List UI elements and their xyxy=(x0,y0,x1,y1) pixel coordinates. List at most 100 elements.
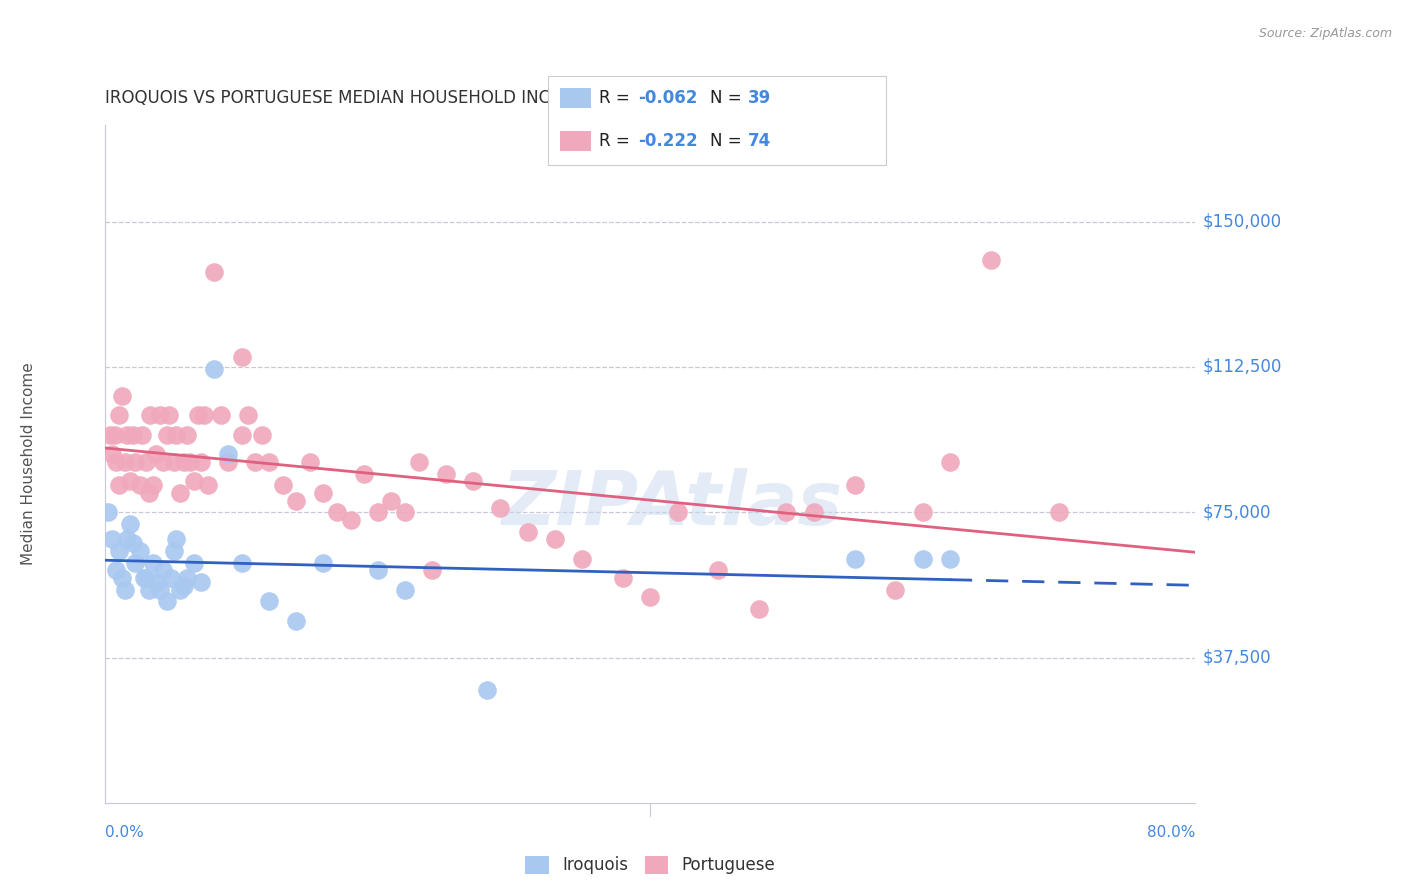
Point xyxy=(135,455,157,469)
Text: 39: 39 xyxy=(748,89,772,107)
Text: 80.0%: 80.0% xyxy=(1147,825,1195,840)
Point xyxy=(298,455,321,469)
Point xyxy=(159,409,181,423)
Point xyxy=(176,427,198,442)
Point xyxy=(489,501,512,516)
Point xyxy=(169,486,191,500)
Point xyxy=(105,455,128,469)
Point xyxy=(257,594,280,608)
Point xyxy=(138,582,160,597)
Point xyxy=(128,478,150,492)
Text: -0.062: -0.062 xyxy=(638,89,697,107)
Point xyxy=(101,533,124,547)
Point xyxy=(803,505,825,519)
Point xyxy=(884,582,907,597)
Text: $75,000: $75,000 xyxy=(1202,503,1271,521)
Point xyxy=(434,467,457,481)
Point xyxy=(190,455,212,469)
Point xyxy=(380,493,402,508)
Point xyxy=(844,478,866,492)
Point xyxy=(121,427,143,442)
Point xyxy=(197,478,219,492)
Point xyxy=(408,455,430,469)
Point xyxy=(152,455,174,469)
Point xyxy=(142,478,165,492)
Text: $150,000: $150,000 xyxy=(1202,212,1281,231)
Point xyxy=(250,427,273,442)
Point xyxy=(217,455,239,469)
Point xyxy=(231,556,253,570)
Text: N =: N = xyxy=(710,89,747,107)
Point xyxy=(105,563,128,577)
Point xyxy=(911,505,934,519)
Point xyxy=(156,427,179,442)
Point xyxy=(131,427,153,442)
Point xyxy=(139,409,162,423)
Point xyxy=(238,409,260,423)
Point xyxy=(312,556,335,570)
Point xyxy=(138,486,160,500)
Point xyxy=(209,409,232,423)
Text: R =: R = xyxy=(599,132,636,150)
Point xyxy=(97,505,120,519)
Point xyxy=(367,505,389,519)
Point xyxy=(111,389,134,403)
Point xyxy=(101,447,124,461)
Point xyxy=(115,533,138,547)
Point xyxy=(142,556,165,570)
Point xyxy=(114,582,136,597)
Point xyxy=(1047,505,1070,519)
Point xyxy=(202,362,225,376)
Point xyxy=(98,427,121,442)
Point xyxy=(121,536,143,550)
Point xyxy=(939,455,962,469)
Point xyxy=(748,602,770,616)
Point xyxy=(187,409,209,423)
Point xyxy=(183,475,205,489)
Point xyxy=(339,513,361,527)
Point xyxy=(285,493,308,508)
Text: $112,500: $112,500 xyxy=(1202,358,1281,376)
Point xyxy=(666,505,689,519)
Point xyxy=(118,475,141,489)
Text: Median Household Income: Median Household Income xyxy=(21,362,35,566)
Point xyxy=(217,447,239,461)
Point xyxy=(165,427,187,442)
Point xyxy=(108,544,131,558)
Point xyxy=(149,582,172,597)
Point xyxy=(231,351,253,365)
Point xyxy=(394,582,416,597)
Point xyxy=(162,544,184,558)
Legend: Iroquois, Portuguese: Iroquois, Portuguese xyxy=(517,847,783,882)
Point xyxy=(285,614,308,628)
Point xyxy=(516,524,538,539)
Point xyxy=(160,571,183,585)
Point xyxy=(939,551,962,566)
Point xyxy=(544,533,567,547)
Point xyxy=(176,571,198,585)
Point xyxy=(115,427,138,442)
Point xyxy=(911,551,934,566)
Point xyxy=(571,551,593,566)
Text: R =: R = xyxy=(599,89,636,107)
Point xyxy=(124,556,146,570)
Text: ZIPAtlas: ZIPAtlas xyxy=(502,468,842,541)
Point xyxy=(156,594,179,608)
Point xyxy=(844,551,866,566)
Point xyxy=(612,571,634,585)
Point xyxy=(128,544,150,558)
Point xyxy=(152,563,174,577)
Point xyxy=(312,486,335,500)
Point xyxy=(135,571,157,585)
Point xyxy=(193,409,215,423)
Text: Source: ZipAtlas.com: Source: ZipAtlas.com xyxy=(1258,27,1392,40)
Point xyxy=(183,556,205,570)
Point xyxy=(394,505,416,519)
Point xyxy=(257,455,280,469)
Point xyxy=(190,574,212,589)
Text: IROQUOIS VS PORTUGUESE MEDIAN HOUSEHOLD INCOME CORRELATION CHART: IROQUOIS VS PORTUGUESE MEDIAN HOUSEHOLD … xyxy=(105,89,773,107)
Point xyxy=(271,478,294,492)
Point xyxy=(118,516,141,531)
Point xyxy=(124,455,146,469)
Point xyxy=(463,475,485,489)
